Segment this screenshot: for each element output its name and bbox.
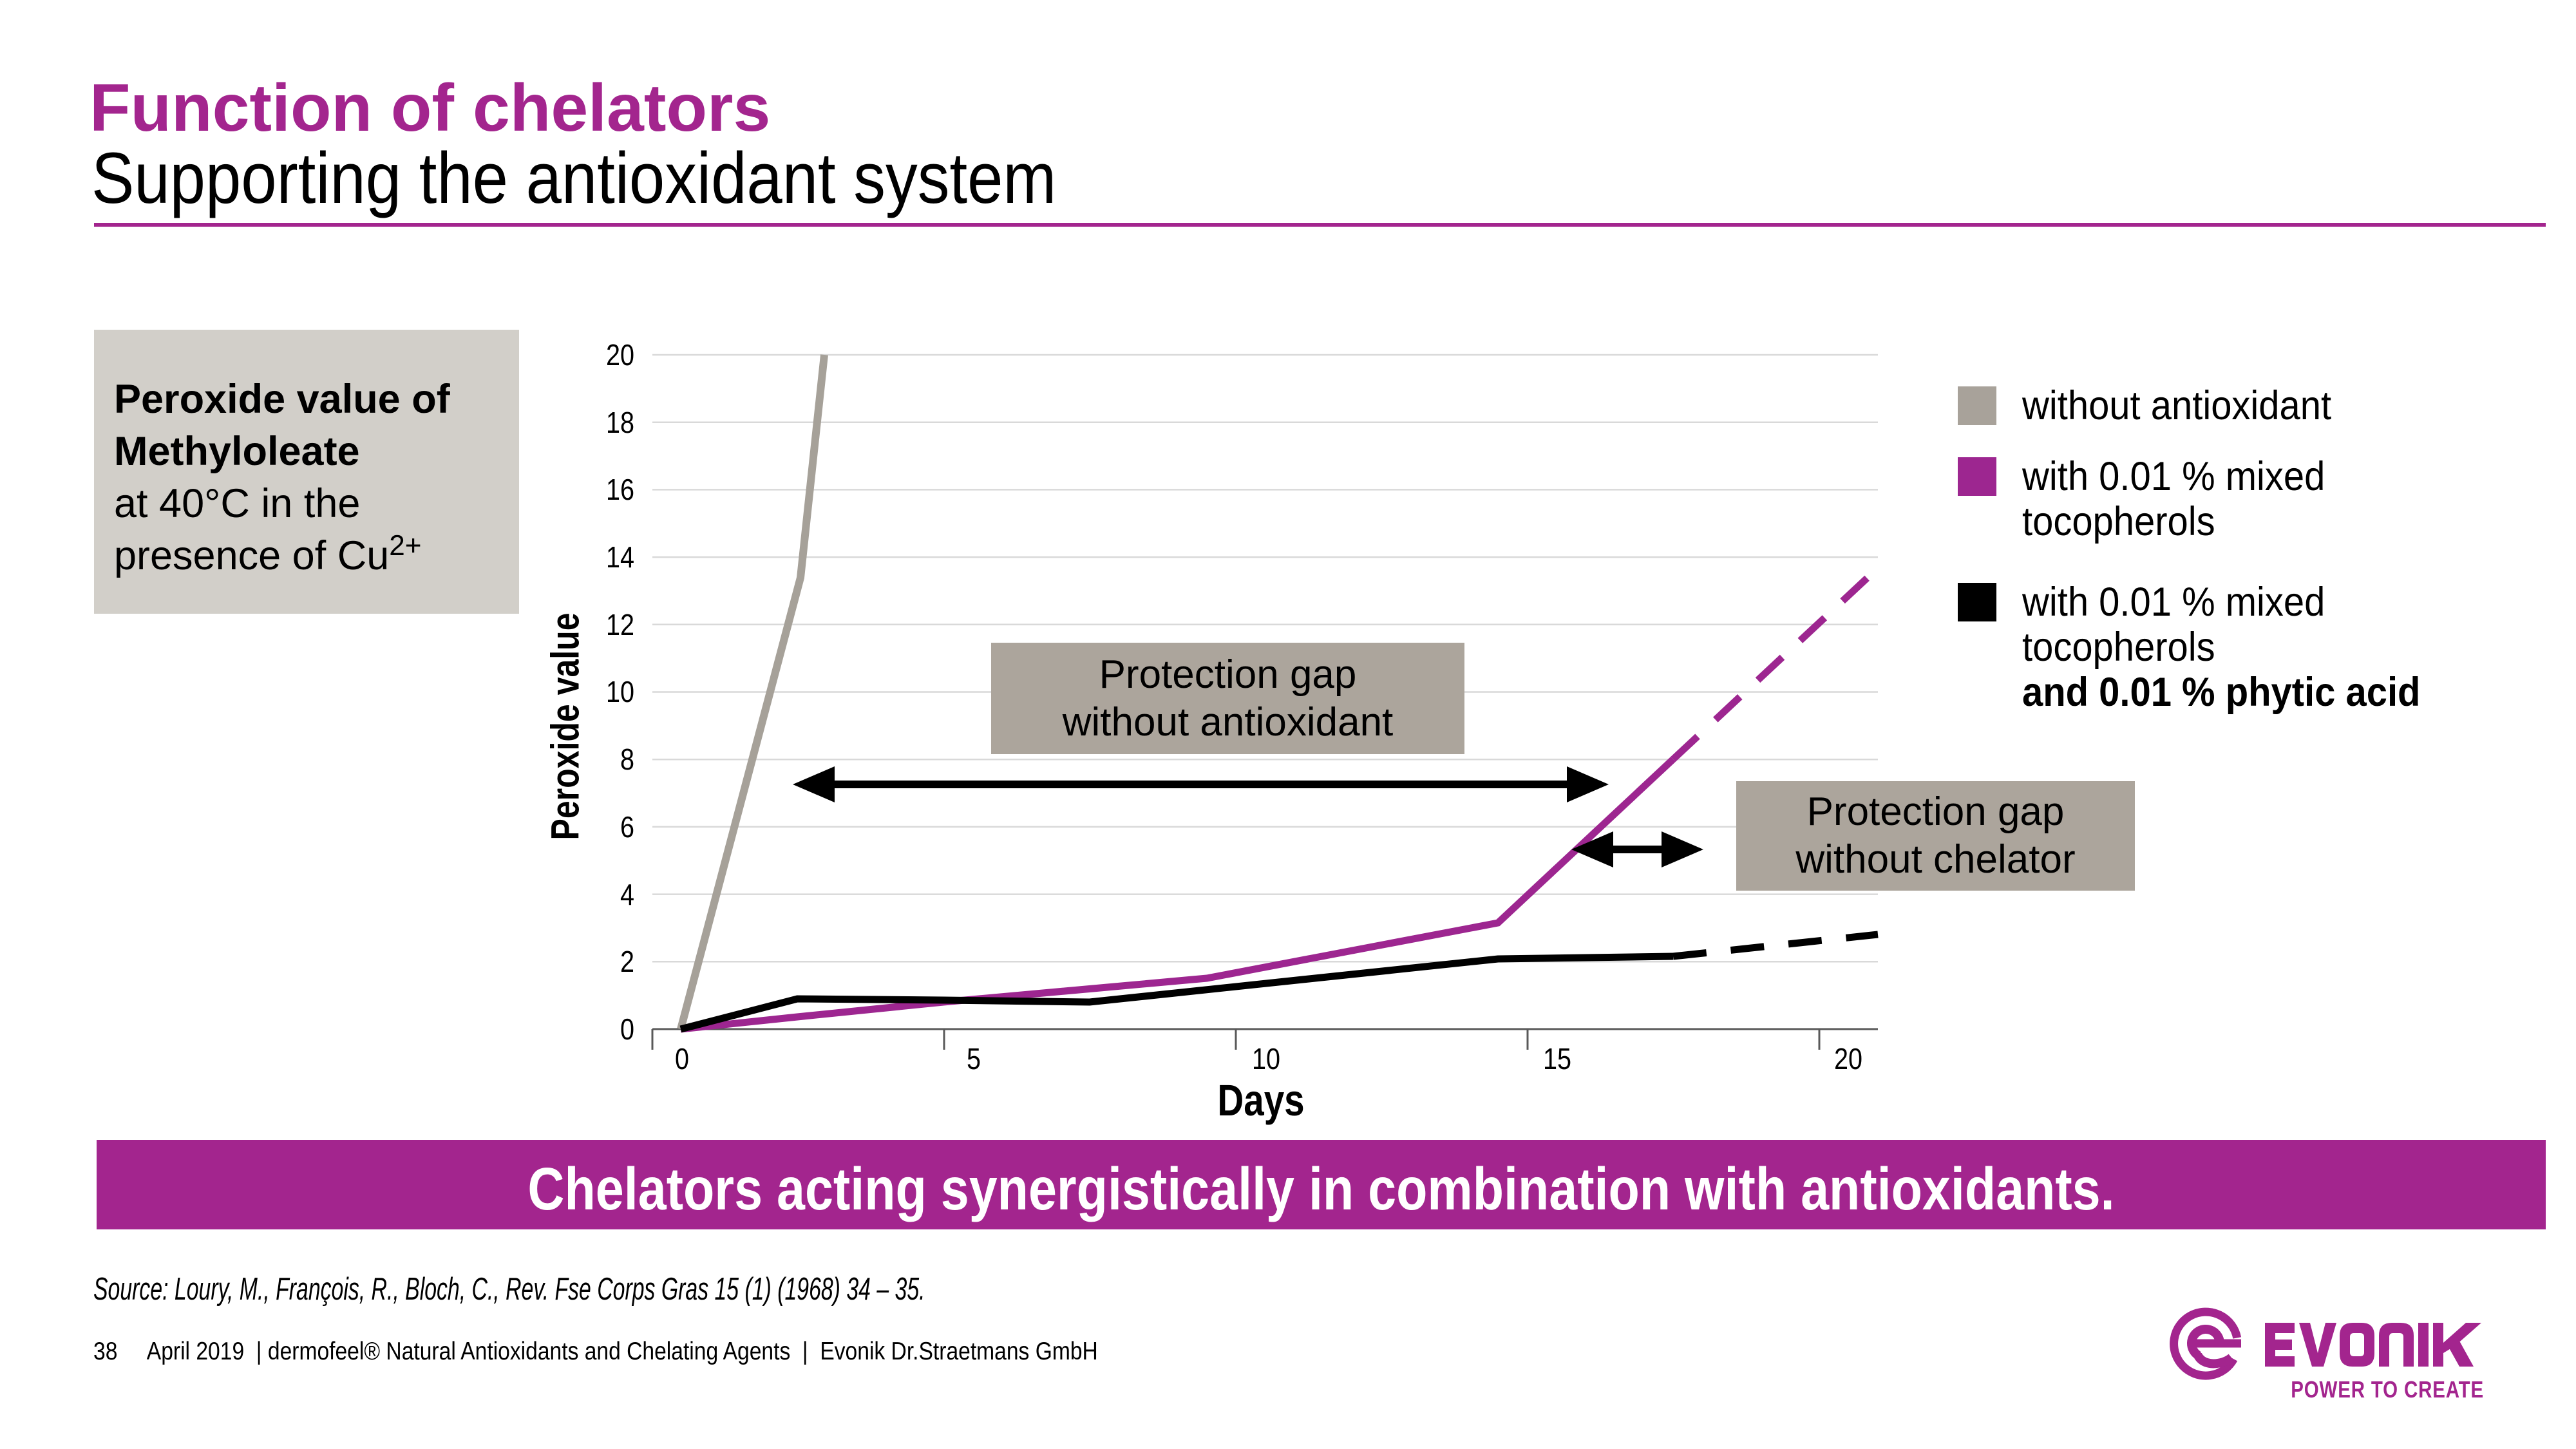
svg-text:POWER TO CREATE: POWER TO CREATE xyxy=(2291,1376,2484,1402)
